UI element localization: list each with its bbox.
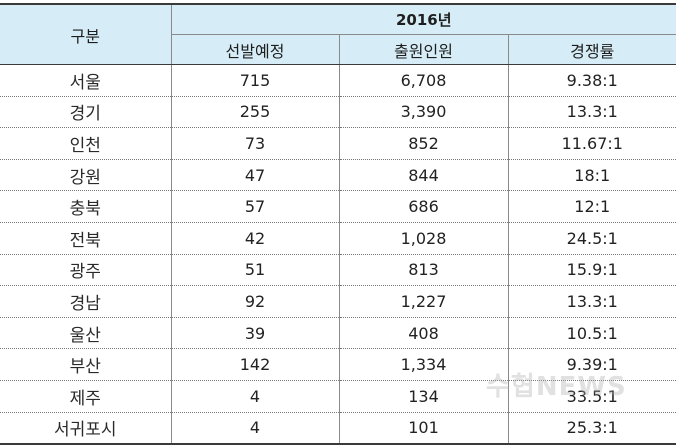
- region-cell: 광주: [0, 254, 172, 287]
- table-row: 제주 4 134 33.5:1: [0, 380, 676, 413]
- table-row: 광주 51 813 15.9:1: [0, 254, 676, 287]
- planned-cell: 42: [171, 222, 340, 255]
- planned-cell: 4: [171, 412, 340, 445]
- region-cell: 서귀포시: [0, 412, 172, 445]
- ratio-cell: 33.5:1: [508, 380, 676, 413]
- table-row: 서울 715 6,708 9.38:1: [0, 64, 676, 97]
- applicants-cell: 6,708: [339, 64, 509, 97]
- table-body: 서울 715 6,708 9.38:1 경기 255 3,390 13.3:1 …: [0, 64, 676, 445]
- planned-cell: 57: [171, 190, 340, 223]
- ratio-cell: 9.39:1: [508, 348, 676, 381]
- applicants-cell: 1,334: [339, 348, 509, 381]
- ratio-cell: 9.38:1: [508, 64, 676, 97]
- applicants-cell: 1,227: [339, 285, 509, 318]
- applicants-cell: 3,390: [339, 96, 509, 129]
- applicants-cell: 408: [339, 317, 509, 350]
- table-row: 부산 142 1,334 9.39:1: [0, 348, 676, 381]
- header-category: 구분: [0, 3, 172, 65]
- planned-cell: 47: [171, 159, 340, 192]
- ratio-cell: 24.5:1: [508, 222, 676, 255]
- table-row: 서귀포시 4 101 25.3:1: [0, 412, 676, 445]
- region-cell: 제주: [0, 380, 172, 413]
- region-cell: 경기: [0, 96, 172, 129]
- table-row: 울산 39 408 10.5:1: [0, 317, 676, 350]
- region-cell: 인천: [0, 127, 172, 160]
- header-planned: 선발예정: [171, 34, 340, 65]
- applicants-cell: 134: [339, 380, 509, 413]
- header-applicants: 출원인원: [339, 34, 509, 65]
- ratio-cell: 11.67:1: [508, 127, 676, 160]
- region-cell: 울산: [0, 317, 172, 350]
- ratio-cell: 25.3:1: [508, 412, 676, 445]
- ratio-cell: 12:1: [508, 190, 676, 223]
- planned-cell: 142: [171, 348, 340, 381]
- competition-ratio-table: 구분 2016년 선발예정 출원인원 경쟁률 서울 715 6,708 9.38…: [0, 3, 676, 445]
- header-ratio: 경쟁률: [508, 34, 676, 65]
- planned-cell: 92: [171, 285, 340, 318]
- region-cell: 서울: [0, 64, 172, 97]
- applicants-cell: 813: [339, 254, 509, 287]
- region-cell: 부산: [0, 348, 172, 381]
- applicants-cell: 852: [339, 127, 509, 160]
- ratio-cell: 10.5:1: [508, 317, 676, 350]
- table-row: 강원 47 844 18:1: [0, 159, 676, 192]
- planned-cell: 4: [171, 380, 340, 413]
- table-row: 경기 255 3,390 13.3:1: [0, 96, 676, 129]
- region-cell: 충북: [0, 190, 172, 223]
- planned-cell: 715: [171, 64, 340, 97]
- table-row: 전북 42 1,028 24.5:1: [0, 222, 676, 255]
- table-row: 인천 73 852 11.67:1: [0, 127, 676, 160]
- region-cell: 전북: [0, 222, 172, 255]
- planned-cell: 51: [171, 254, 340, 287]
- ratio-cell: 13.3:1: [508, 96, 676, 129]
- table-row: 충북 57 686 12:1: [0, 190, 676, 223]
- applicants-cell: 686: [339, 190, 509, 223]
- ratio-cell: 18:1: [508, 159, 676, 192]
- applicants-cell: 1,028: [339, 222, 509, 255]
- region-cell: 경남: [0, 285, 172, 318]
- applicants-cell: 844: [339, 159, 509, 192]
- header-year: 2016년: [171, 3, 676, 35]
- planned-cell: 73: [171, 127, 340, 160]
- ratio-cell: 15.9:1: [508, 254, 676, 287]
- applicants-cell: 101: [339, 412, 509, 445]
- planned-cell: 39: [171, 317, 340, 350]
- ratio-cell: 13.3:1: [508, 285, 676, 318]
- region-cell: 강원: [0, 159, 172, 192]
- table-row: 경남 92 1,227 13.3:1: [0, 285, 676, 318]
- planned-cell: 255: [171, 96, 340, 129]
